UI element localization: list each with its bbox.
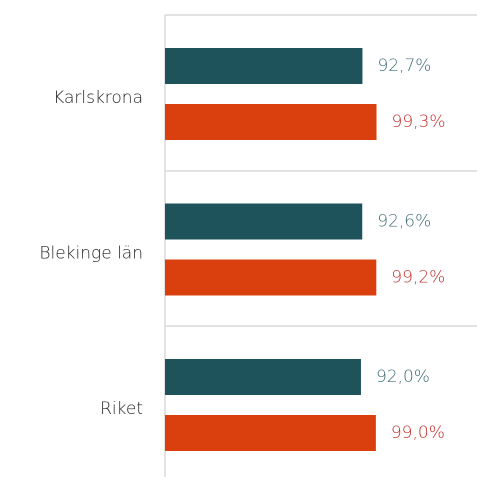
bar — [165, 48, 363, 84]
category-label: Karlskrona — [53, 88, 143, 108]
value-label: 92,7% — [377, 56, 431, 76]
bar — [165, 203, 363, 240]
bar — [165, 359, 361, 395]
bar — [165, 104, 377, 140]
value-label: 99,3% — [392, 112, 446, 132]
bar — [165, 259, 377, 296]
category-label: Riket — [100, 399, 143, 419]
value-label: 99,2% — [391, 268, 445, 288]
category-label: Blekinge län — [39, 244, 143, 264]
value-label: 99,0% — [391, 423, 445, 443]
value-label: 92,6% — [377, 212, 431, 232]
value-label: 92,0% — [376, 367, 430, 387]
bar — [165, 415, 376, 451]
